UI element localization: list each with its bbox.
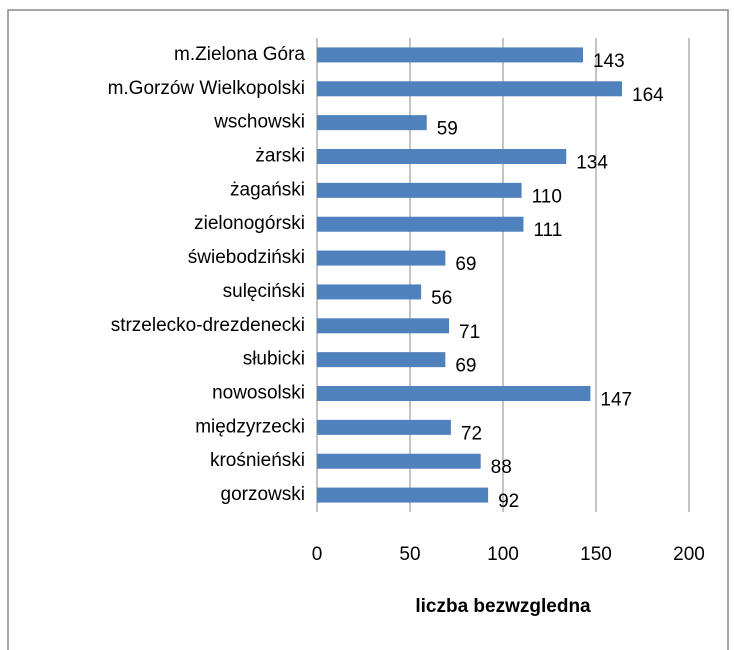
y-tick-label: świebodziński — [188, 247, 305, 268]
bar — [317, 250, 446, 266]
y-tick-label: zielonogórski — [194, 213, 305, 234]
y-tick-label: wschowski — [213, 112, 305, 133]
y-tick-label: gorzowski — [221, 484, 305, 505]
bar — [317, 81, 623, 97]
bar — [317, 149, 567, 164]
value-label: 110 — [532, 186, 562, 207]
bar — [317, 216, 524, 232]
bar — [317, 352, 446, 368]
bar — [317, 453, 481, 469]
value-label: 164 — [632, 85, 664, 106]
value-label: 71 — [459, 322, 480, 343]
y-tick-label: międzyrzecki — [195, 416, 305, 437]
y-tick-label: krośnieński — [210, 450, 305, 471]
value-label: 147 — [600, 390, 632, 411]
frame — [7, 9, 729, 650]
value-label: 111 — [533, 220, 562, 241]
y-tick-label: strzelecko-drezdenecki — [111, 315, 305, 336]
bar — [317, 47, 583, 63]
y-tick-label: żagański — [230, 179, 305, 200]
value-label: 143 — [593, 51, 625, 72]
x-axis-label: liczba bezwzgledna — [415, 596, 591, 617]
x-tick-label: 0 — [312, 544, 323, 565]
y-tick-label: żarski — [255, 146, 305, 167]
bar — [317, 115, 427, 131]
value-label: 69 — [455, 254, 476, 275]
y-tick-label: sulęciński — [223, 281, 305, 302]
x-tick-label: 150 — [580, 544, 612, 565]
value-label: 88 — [491, 457, 512, 478]
y-tick-label: m.Gorzów Wielkopolski — [108, 78, 305, 99]
bar — [317, 386, 591, 401]
y-tick-label: nowosolski — [212, 383, 305, 404]
x-tick-label: 200 — [673, 544, 705, 565]
bar — [317, 487, 489, 503]
value-label: 92 — [498, 491, 519, 512]
bar — [317, 284, 422, 300]
value-label: 69 — [455, 356, 476, 377]
y-tick-label: m.Zielona Góra — [174, 44, 305, 65]
bar — [317, 318, 450, 334]
x-tick-label: 100 — [487, 544, 519, 565]
value-label: 56 — [431, 288, 452, 309]
value-label: 59 — [437, 119, 458, 140]
value-label: 72 — [461, 423, 482, 444]
value-label: 134 — [576, 153, 608, 174]
x-tick-label: 50 — [399, 544, 420, 565]
y-tick-label: słubicki — [243, 349, 305, 370]
bar — [317, 182, 522, 198]
bar — [317, 419, 451, 435]
